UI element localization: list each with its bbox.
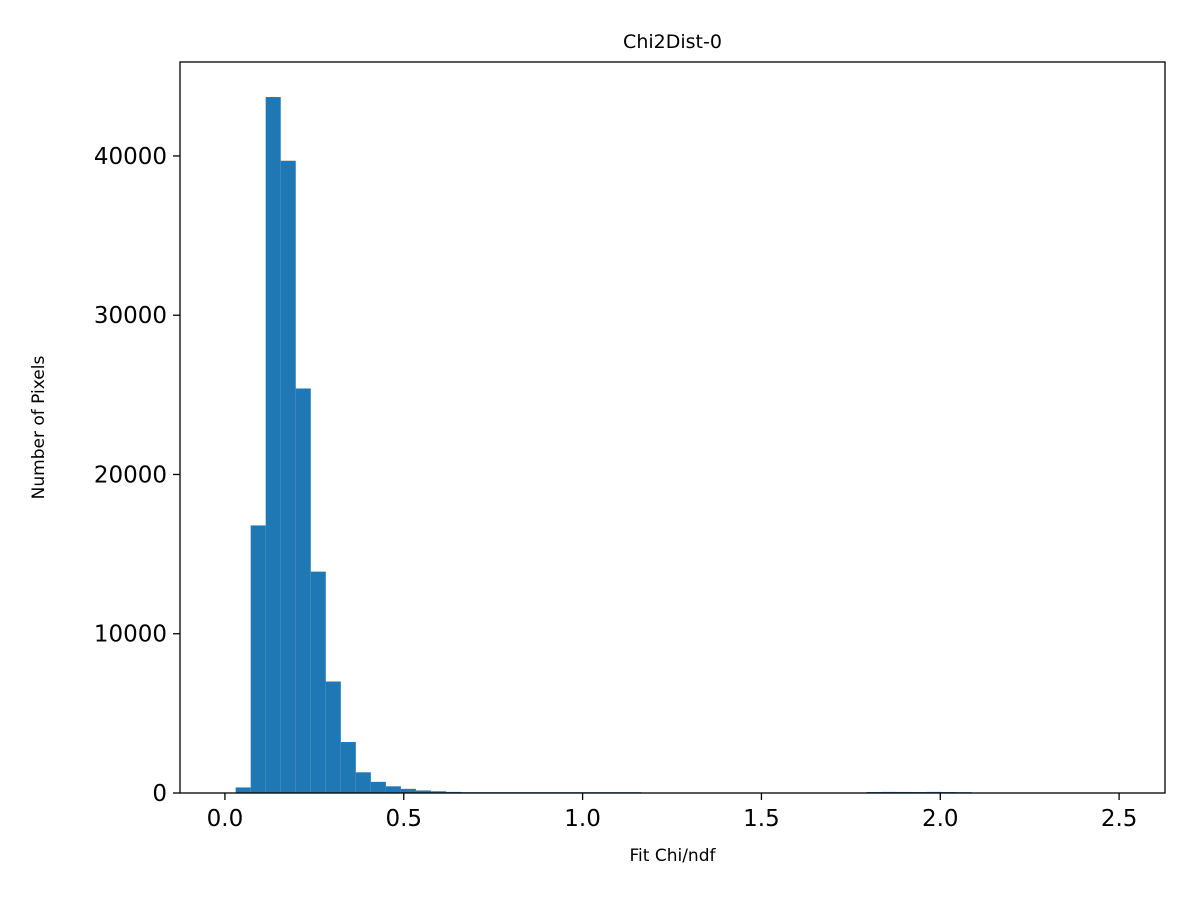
histogram-bar [250, 525, 266, 793]
plot-frame [179, 61, 1166, 794]
x-tick-label: 2.0 [922, 806, 959, 832]
y-tick-label: 40000 [94, 144, 167, 170]
histogram-bar [355, 772, 371, 793]
histogram-bar [280, 160, 296, 794]
chart-title: Chi2Dist-0 [623, 31, 722, 53]
x-tick-label: 0.5 [385, 806, 422, 832]
y-tick-label: 30000 [94, 303, 167, 329]
histogram-bar [265, 97, 281, 794]
histogram-bar [235, 787, 251, 793]
x-axis-label: Fit Chi/ndf [630, 846, 717, 866]
axis-ticks: 0.0 0.5 1.0 1.5 2.0 2.5 0 10000 20000 30000 40000 [94, 144, 1138, 832]
x-tick-label: 1.5 [743, 806, 780, 832]
histogram-bar [340, 742, 356, 793]
histogram-bar [430, 791, 446, 793]
y-tick-label: 20000 [94, 462, 167, 488]
x-tick-label: 2.5 [1101, 806, 1138, 832]
histogram-bar [370, 781, 386, 793]
histogram-bar [400, 788, 416, 793]
y-axis-label: Number of Pixels [29, 356, 49, 500]
x-tick-label: 1.0 [564, 806, 601, 832]
histogram-bar [415, 790, 431, 793]
histogram-bar [325, 681, 341, 793]
histogram-bar [385, 786, 401, 793]
y-tick-label: 0 [152, 781, 167, 807]
histogram-bar [295, 388, 311, 793]
x-tick-label: 0.0 [207, 806, 244, 832]
histogram-bar [310, 571, 326, 793]
histogram-bars [235, 97, 972, 794]
y-tick-label: 10000 [94, 622, 167, 648]
